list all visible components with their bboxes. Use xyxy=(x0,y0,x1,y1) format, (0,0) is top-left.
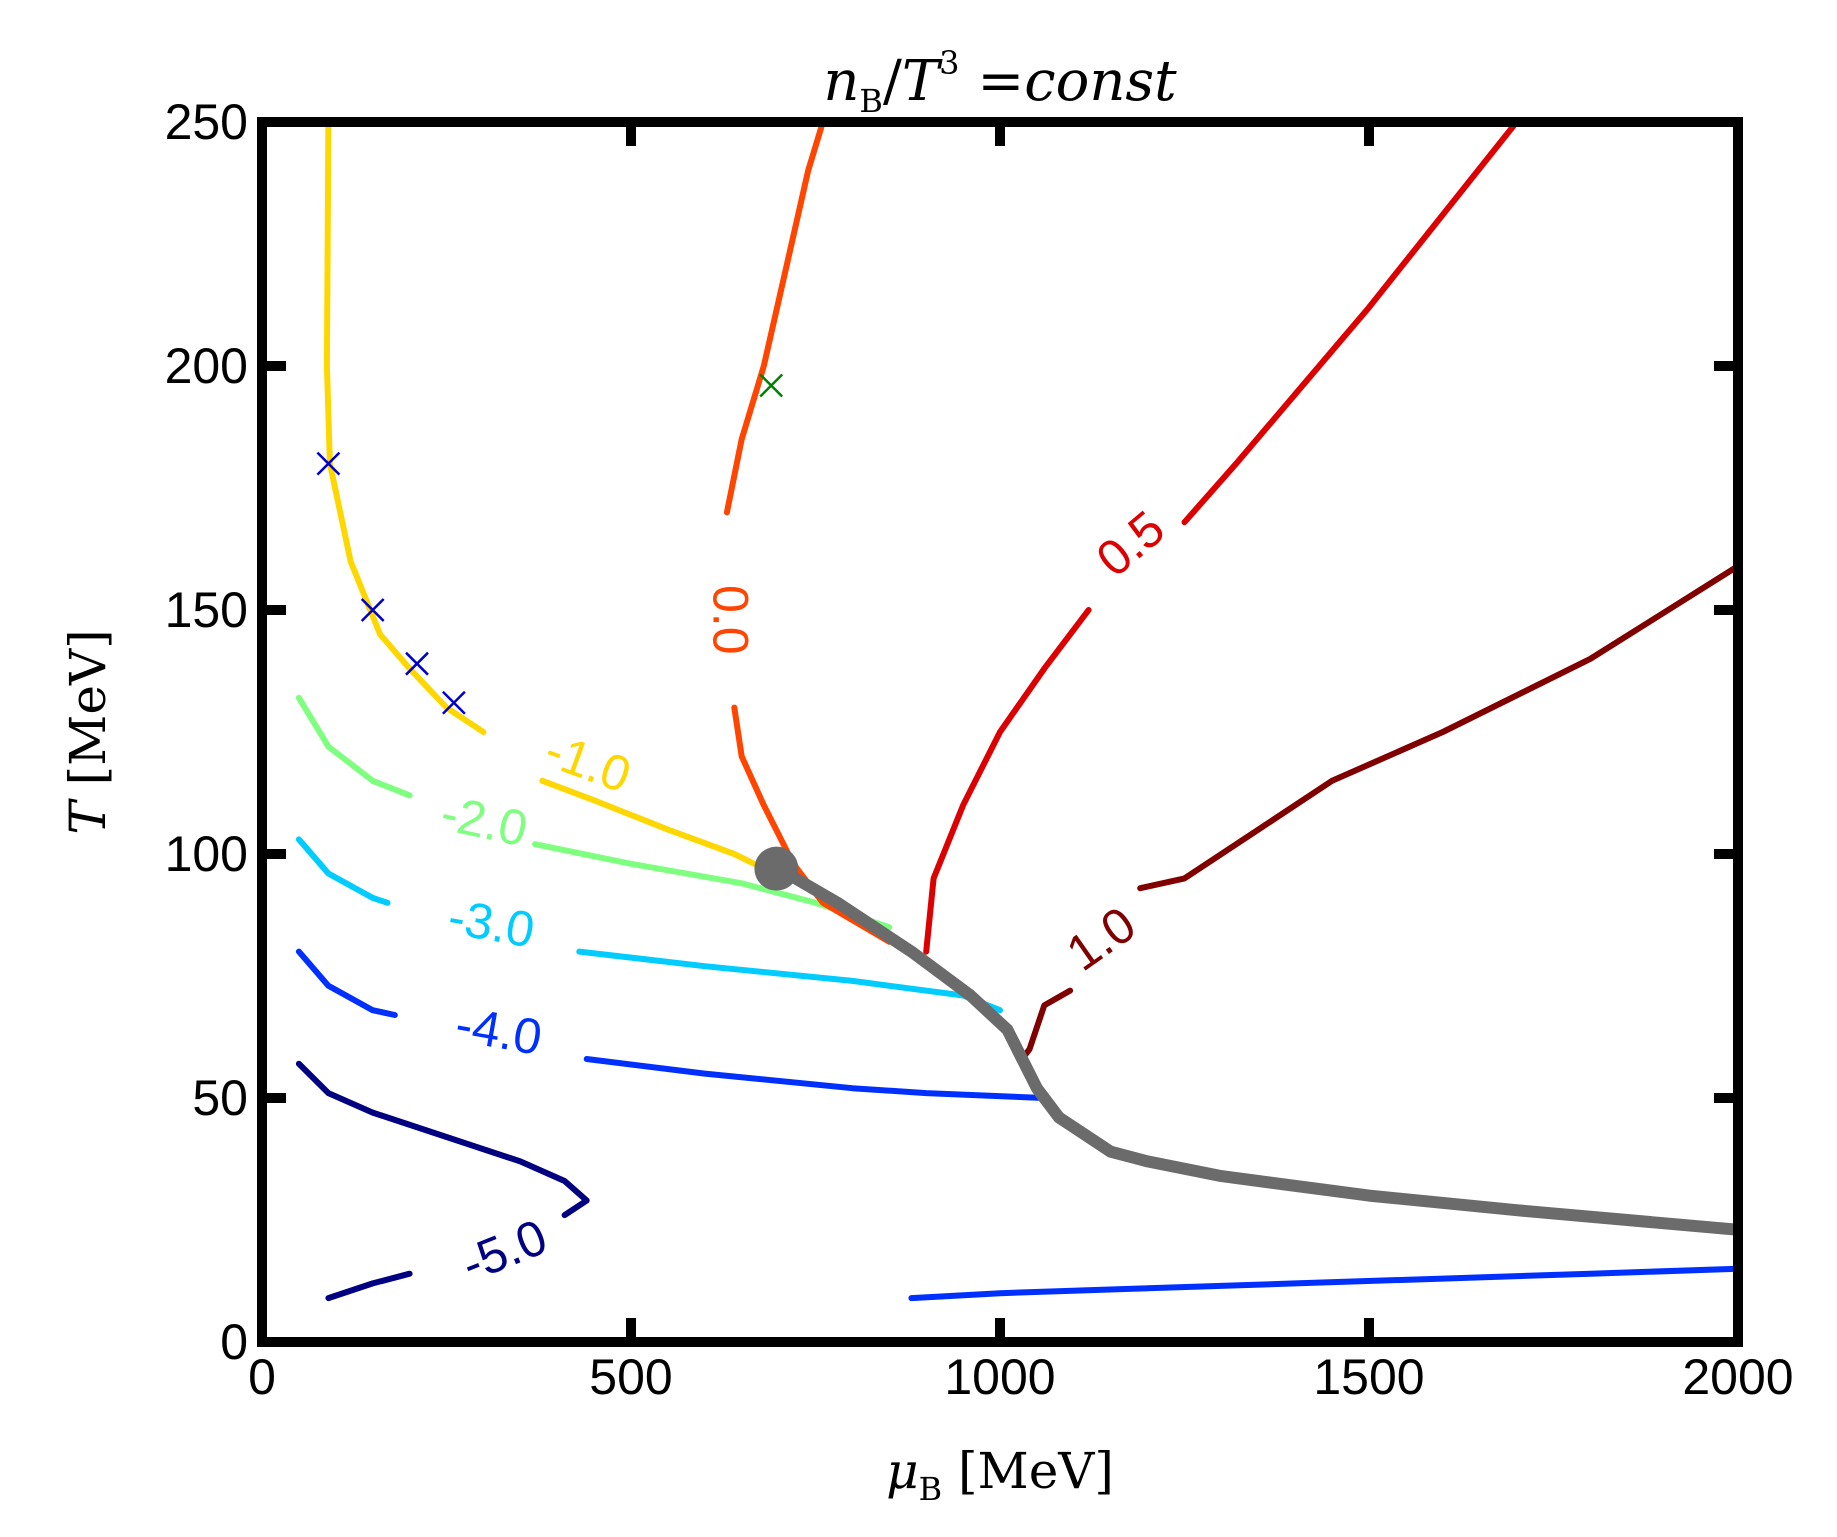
contour-line-0.0-11 xyxy=(723,122,826,516)
contour-label--5.0: -5.0 xyxy=(454,1209,555,1293)
blue-cross-3-marker xyxy=(405,651,429,676)
contour-line--1.0-10 xyxy=(539,777,767,872)
y-tick-label-150: 150 xyxy=(165,582,248,638)
markers-layer xyxy=(316,373,784,715)
contour-label--2.0: -2.0 xyxy=(436,785,532,858)
phase-boundary-line xyxy=(772,862,1738,1236)
contour-line--5.0-1 xyxy=(325,1270,413,1302)
blue-cross-4-marker xyxy=(441,690,466,715)
critical-point xyxy=(754,846,799,891)
x-tick-label-2000: 2000 xyxy=(1682,1349,1793,1405)
contour-label-1.0: 1.0 xyxy=(1057,896,1146,982)
contour-line--2.0-7 xyxy=(295,694,413,799)
x-tick-label-1500: 1500 xyxy=(1313,1349,1424,1405)
chart-title: nB/T3 =const xyxy=(823,44,1177,120)
contour-line-0.5-14 xyxy=(923,607,1092,955)
contour-line--4.0-3 xyxy=(583,1056,1048,1101)
contour-line--4.0-4 xyxy=(908,1265,1738,1302)
blue-cross-1-marker xyxy=(316,451,341,476)
y-tick-label-200: 200 xyxy=(165,338,248,394)
contour-label--1.0: -1.0 xyxy=(538,722,638,804)
contour-label--3.0: -3.0 xyxy=(444,888,539,958)
contour-line--3.0-6 xyxy=(576,948,1003,1014)
contour-line--2.0-8 xyxy=(532,841,893,931)
x-tick-label-1000: 1000 xyxy=(944,1349,1055,1405)
contour-label--4.0: -4.0 xyxy=(452,996,547,1066)
contour-line-1.0-15 xyxy=(1137,563,1738,892)
series-layer xyxy=(295,122,1738,1302)
blue-cross-2-marker xyxy=(360,598,385,622)
contour-line-0.0-12 xyxy=(731,704,893,945)
x-tick-label-500: 500 xyxy=(589,1349,672,1405)
contour-line-0.5-13 xyxy=(1181,122,1521,526)
y-tick-label-100: 100 xyxy=(165,826,248,882)
axis-ticks: 0 500 1000 1500 2000 0 50 100 150 200 250 xyxy=(165,94,1794,1405)
contour-line--4.0-2 xyxy=(295,948,398,1018)
contour-line-1.0-16 xyxy=(1019,987,1074,1062)
contour-label-0.0: 0.0 xyxy=(703,585,759,655)
y-tick-label-50: 50 xyxy=(192,1070,248,1126)
y-axis-label: T [MeV] xyxy=(59,629,117,834)
contour-line--3.0-5 xyxy=(295,836,391,906)
y-tick-label-250: 250 xyxy=(165,94,248,150)
contour-line--1.0-9 xyxy=(323,122,487,735)
y-tick-label-0: 0 xyxy=(220,1314,248,1370)
x-axis-label: μB [MeV] xyxy=(886,1442,1114,1508)
contour-label-0.5: 0.5 xyxy=(1086,500,1175,588)
x-tick-label-0: 0 xyxy=(248,1349,276,1405)
green-cross-marker xyxy=(759,373,784,398)
contour-line--5.0-0 xyxy=(295,1060,590,1219)
